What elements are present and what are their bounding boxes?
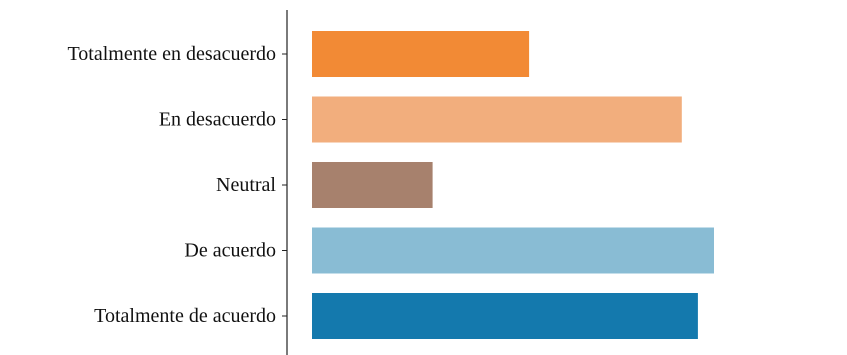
bar-1 [312,31,530,77]
bars-group [312,31,714,339]
bar-4 [312,227,714,274]
y-tick-label-2: En desacuerdo [159,109,276,131]
bar-3 [312,162,433,208]
y-tick-label-5: Totalmente de acuerdo [94,305,276,327]
y-tick-label-3: Neutral [216,174,276,196]
y-tick-label-1: Totalmente en desacuerdo [67,43,276,65]
bar-2 [312,96,682,143]
bar-5 [312,293,698,339]
y-ticks-group: Totalmente en desacuerdo En desacuerdo Neu… [67,43,287,327]
y-tick-label-4: De acuerdo [184,240,276,262]
